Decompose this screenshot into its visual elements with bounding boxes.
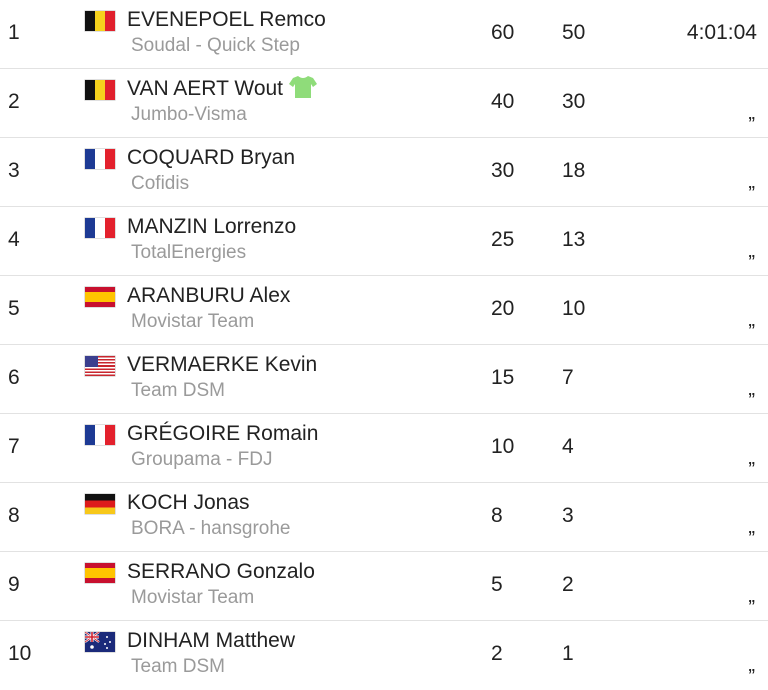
table-row[interactable]: 3 COQUARD Bryan Cofidis 30 18 „ <box>0 138 768 207</box>
time: 4:01:04 <box>686 21 757 44</box>
points: 8 <box>491 504 503 527</box>
time: „ <box>748 516 755 538</box>
rider-name-text[interactable]: COQUARD Bryan <box>127 146 296 169</box>
time: „ <box>748 585 755 607</box>
rider-name[interactable]: GRÉGOIRE Romain <box>127 422 318 446</box>
rider-name[interactable]: ARANBURU Alex <box>127 284 290 308</box>
table-row[interactable]: 4 MANZIN Lorrenzo TotalEnergies 25 13 „ <box>0 207 768 276</box>
rider-name-text[interactable]: VERMAERKE Kevin <box>127 353 318 376</box>
bonus-seconds: 10 <box>562 297 586 320</box>
team-name[interactable]: Cofidis <box>131 173 190 194</box>
bonus-seconds: 1 <box>562 642 574 665</box>
team-name[interactable]: Jumbo-Visma <box>131 104 247 125</box>
time: „ <box>748 102 755 124</box>
points: 15 <box>491 366 515 389</box>
bonus-seconds: 7 <box>562 366 574 389</box>
rider-name[interactable]: COQUARD Bryan <box>127 146 295 170</box>
flag-es-icon <box>85 563 115 583</box>
points: 5 <box>491 573 503 596</box>
time: „ <box>748 240 755 262</box>
rider-name-text[interactable]: ARANBURU Alex <box>127 284 291 307</box>
green-jersey-icon <box>289 75 318 99</box>
points: 2 <box>491 642 503 665</box>
rider-name-text[interactable]: VAN AERT Wout <box>127 77 284 100</box>
rank: 7 <box>8 435 20 458</box>
time: „ <box>748 447 755 469</box>
rank: 6 <box>8 366 20 389</box>
points: 60 <box>491 21 515 44</box>
rank: 10 <box>8 642 32 665</box>
rider-name-text[interactable]: EVENEPOEL Remco <box>127 8 326 31</box>
flag-be-icon <box>85 80 115 100</box>
table-row[interactable]: 1 EVENEPOEL Remco Soudal - Quick Step 60… <box>0 0 768 69</box>
time: „ <box>748 378 755 400</box>
rider-name-text[interactable]: MANZIN Lorrenzo <box>127 215 297 238</box>
rank: 9 <box>8 573 20 596</box>
rider-name[interactable]: DINHAM Matthew <box>127 629 295 653</box>
rider-name-text[interactable]: KOCH Jonas <box>127 491 250 514</box>
bonus-seconds: 3 <box>562 504 574 527</box>
table-row[interactable]: 6 VERMAERKE Kevin Team DSM 15 7 „ <box>0 345 768 414</box>
rank: 8 <box>8 504 20 527</box>
flag-fr-icon <box>85 218 115 238</box>
rank: 3 <box>8 159 20 182</box>
rider-name-text[interactable]: DINHAM Matthew <box>127 629 296 652</box>
table-row[interactable]: 9 SERRANO Gonzalo Movistar Team 5 2 „ <box>0 552 768 621</box>
bonus-seconds: 30 <box>562 90 586 113</box>
rank: 5 <box>8 297 20 320</box>
rank: 4 <box>8 228 20 251</box>
rider-name[interactable]: VAN AERT Wout <box>127 75 318 101</box>
time: „ <box>748 171 755 193</box>
team-name[interactable]: Soudal - Quick Step <box>131 35 300 56</box>
time: „ <box>748 309 755 331</box>
rider-name[interactable]: MANZIN Lorrenzo <box>127 215 296 239</box>
flag-fr-icon <box>85 149 115 169</box>
team-name[interactable]: Team DSM <box>131 380 225 401</box>
bonus-seconds: 13 <box>562 228 586 251</box>
flag-au-icon <box>85 632 115 652</box>
table-row[interactable]: 7 GRÉGOIRE Romain Groupama - FDJ 10 4 „ <box>0 414 768 483</box>
team-name[interactable]: BORA - hansgrohe <box>131 518 291 539</box>
flag-be-icon <box>85 11 115 31</box>
rider-name-text[interactable]: SERRANO Gonzalo <box>127 560 315 583</box>
rider-name[interactable]: VERMAERKE Kevin <box>127 353 317 377</box>
flag-de-icon <box>85 494 115 514</box>
rank: 2 <box>8 90 20 113</box>
team-name[interactable]: Groupama - FDJ <box>131 449 273 470</box>
rider-name[interactable]: SERRANO Gonzalo <box>127 560 315 584</box>
rank: 1 <box>8 21 20 44</box>
table-row[interactable]: 10 DINHAM Matthew Team DSM 2 1 „ <box>0 621 768 690</box>
table-row[interactable]: 2 VAN AERT Wout Jumbo-Visma 40 30 „ <box>0 69 768 138</box>
team-name[interactable]: Movistar Team <box>131 587 255 608</box>
points: 20 <box>491 297 515 320</box>
points: 40 <box>491 90 515 113</box>
time: „ <box>748 654 755 676</box>
team-name[interactable]: Team DSM <box>131 656 225 677</box>
bonus-seconds: 50 <box>562 21 586 44</box>
flag-es-icon <box>85 287 115 307</box>
bonus-seconds: 4 <box>562 435 574 458</box>
table-row[interactable]: 8 KOCH Jonas BORA - hansgrohe 8 3 „ <box>0 483 768 552</box>
team-name[interactable]: Movistar Team <box>131 311 255 332</box>
rider-name[interactable]: EVENEPOEL Remco <box>127 8 326 32</box>
table-row[interactable]: 5 ARANBURU Alex Movistar Team 20 10 „ <box>0 276 768 345</box>
points: 10 <box>491 435 515 458</box>
flag-us-icon <box>85 356 115 376</box>
team-name[interactable]: TotalEnergies <box>131 242 247 263</box>
rider-name[interactable]: KOCH Jonas <box>127 491 250 515</box>
bonus-seconds: 18 <box>562 159 586 182</box>
flag-fr-icon <box>85 425 115 445</box>
points: 30 <box>491 159 515 182</box>
rider-name-text[interactable]: GRÉGOIRE Romain <box>127 422 319 445</box>
australia-flag-svg <box>85 632 115 652</box>
bonus-seconds: 2 <box>562 573 574 596</box>
points: 25 <box>491 228 515 251</box>
